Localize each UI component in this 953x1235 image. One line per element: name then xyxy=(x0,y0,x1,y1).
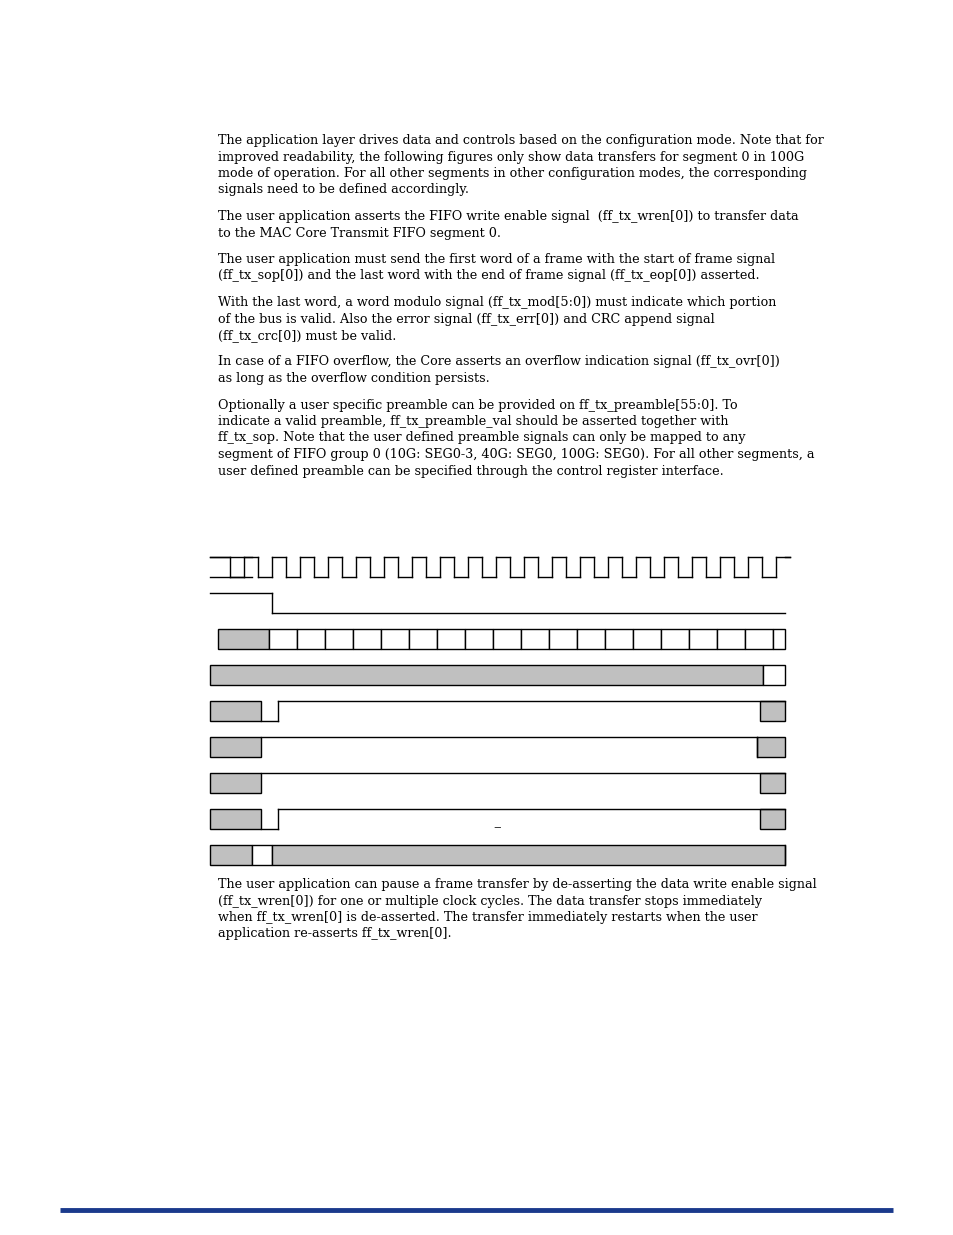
Bar xyxy=(464,629,493,650)
Bar xyxy=(520,629,548,650)
Bar xyxy=(604,629,632,650)
Text: With the last word, a word modulo signal (ff_tx_mod[5:0]) must indicate which po: With the last word, a word modulo signal… xyxy=(218,296,776,309)
Text: mode of operation. For all other segments in other configuration modes, the corr: mode of operation. For all other segment… xyxy=(218,167,806,180)
Text: (ff_tx_sop[0]) and the last word with the end of frame signal (ff_tx_eop[0]) ass: (ff_tx_sop[0]) and the last word with th… xyxy=(218,269,759,283)
Bar xyxy=(759,773,784,793)
Bar xyxy=(759,809,784,829)
Bar xyxy=(772,629,784,650)
Bar xyxy=(577,629,604,650)
Bar xyxy=(757,737,784,757)
Bar xyxy=(211,701,260,721)
Bar xyxy=(409,629,436,650)
Text: ff_tx_sop. Note that the user defined preamble signals can only be mapped to any: ff_tx_sop. Note that the user defined pr… xyxy=(218,431,745,445)
Bar xyxy=(759,701,784,721)
Bar xyxy=(211,737,260,757)
Bar xyxy=(211,773,260,793)
Bar xyxy=(632,629,660,650)
Bar xyxy=(211,845,253,864)
Bar xyxy=(436,629,464,650)
Bar xyxy=(688,629,716,650)
Bar xyxy=(218,629,269,650)
Bar xyxy=(353,629,380,650)
Bar xyxy=(380,629,409,650)
Text: of the bus is valid. Also the error signal (ff_tx_err[0]) and CRC append signal: of the bus is valid. Also the error sign… xyxy=(218,312,714,326)
Bar xyxy=(744,629,772,650)
Text: The user application asserts the FIFO write enable signal  (ff_tx_wren[0]) to tr: The user application asserts the FIFO wr… xyxy=(218,210,798,224)
Bar xyxy=(324,629,353,650)
Text: The user application must send the first word of a frame with the start of frame: The user application must send the first… xyxy=(218,253,774,266)
Text: Optionally a user specific preamble can be provided on ff_tx_preamble[55:0]. To: Optionally a user specific preamble can … xyxy=(218,399,737,411)
Text: (ff_tx_wren[0]) for one or multiple clock cycles. The data transfer stops immedi: (ff_tx_wren[0]) for one or multiple cloc… xyxy=(218,894,761,908)
Bar xyxy=(269,629,296,650)
Text: In case of a FIFO overflow, the Core asserts an overflow indication signal (ff_t: In case of a FIFO overflow, the Core ass… xyxy=(218,356,779,368)
Bar xyxy=(493,629,520,650)
Text: The user application can pause a frame transfer by de-asserting the data write e: The user application can pause a frame t… xyxy=(218,878,816,890)
Text: indicate a valid preamble, ff_tx_preamble_val should be asserted together with: indicate a valid preamble, ff_tx_preambl… xyxy=(218,415,728,429)
Bar xyxy=(211,809,260,829)
Bar xyxy=(272,845,784,864)
Text: (ff_tx_crc[0]) must be valid.: (ff_tx_crc[0]) must be valid. xyxy=(218,329,395,342)
Bar xyxy=(296,629,324,650)
Text: –: – xyxy=(493,820,500,834)
Text: when ff_tx_wren[0] is de-asserted. The transfer immediately restarts when the us: when ff_tx_wren[0] is de-asserted. The t… xyxy=(218,911,757,924)
Text: user defined preamble can be specified through the control register interface.: user defined preamble can be specified t… xyxy=(218,464,723,478)
Bar xyxy=(548,629,577,650)
Text: as long as the overflow condition persists.: as long as the overflow condition persis… xyxy=(218,372,489,385)
Text: application re-asserts ff_tx_wren[0].: application re-asserts ff_tx_wren[0]. xyxy=(218,927,451,941)
Bar xyxy=(253,845,272,864)
Text: The application layer drives data and controls based on the configuration mode. : The application layer drives data and co… xyxy=(218,135,823,147)
Text: signals need to be defined accordingly.: signals need to be defined accordingly. xyxy=(218,184,469,196)
Bar xyxy=(660,629,688,650)
Text: improved readability, the following figures only show data transfers for segment: improved readability, the following figu… xyxy=(218,151,803,163)
Bar xyxy=(716,629,744,650)
Bar xyxy=(211,664,761,685)
Bar xyxy=(761,664,784,685)
Text: segment of FIFO group 0 (10G: SEG0-3, 40G: SEG0, 100G: SEG0). For all other segm: segment of FIFO group 0 (10G: SEG0-3, 40… xyxy=(218,448,814,461)
Text: to the MAC Core Transmit FIFO segment 0.: to the MAC Core Transmit FIFO segment 0. xyxy=(218,226,500,240)
